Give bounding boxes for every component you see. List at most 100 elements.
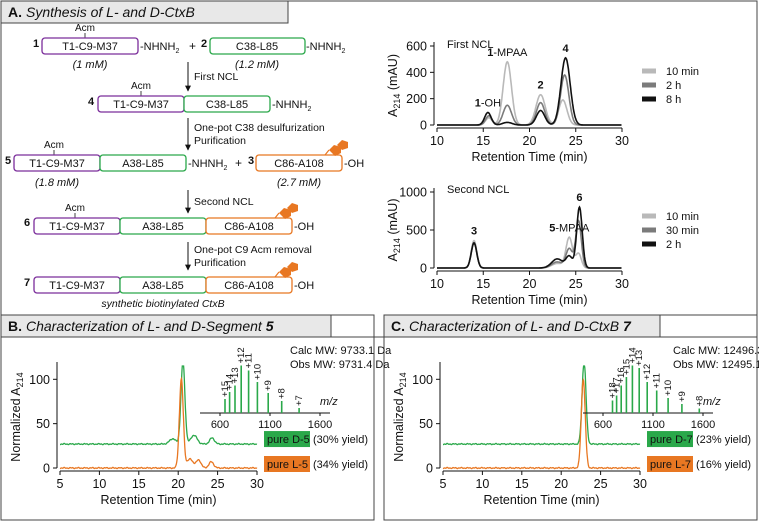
y-axis-label: Normalized A214	[392, 372, 408, 461]
ms-x-tick-label: 600	[211, 419, 229, 431]
segment-1-box	[41, 37, 139, 55]
series-30-min	[437, 219, 622, 269]
step-purification-1: Purification	[194, 135, 246, 147]
charge-label: +13	[230, 367, 241, 383]
chart-title: Second NCL	[447, 184, 509, 196]
purity-tag	[264, 431, 310, 448]
panel-c-prefix: C.	[391, 318, 405, 334]
legend-label: 10 min	[666, 66, 699, 78]
compound-3-tail: -OH	[344, 158, 364, 170]
charge-label: +8	[694, 396, 705, 407]
acm-label-4: Acm	[131, 81, 151, 92]
legend-label: 8 h	[666, 94, 681, 106]
charge-label: +12	[236, 347, 247, 363]
y-tick-label: 100	[412, 373, 433, 387]
panel-c-title-text: Characterization of L- and D-CtxB	[409, 318, 619, 334]
panel-c-header: C. Characterization of L- and D-CtxB 7	[383, 314, 661, 338]
compound-5-seg2: A38-L85	[122, 158, 164, 170]
compound-6-seg3: C86-A108	[224, 221, 274, 233]
compound-7-number: 7	[24, 277, 30, 289]
obs-mw: Obs MW: 12495.1 Da	[673, 359, 759, 371]
peak-label: 6	[576, 192, 582, 204]
acm-label-6: Acm	[65, 203, 85, 214]
chart-segment-5: 5 10 15 20 25 30 0 50 100 Retention Time (min) Nor…	[9, 345, 392, 507]
charge-label: +14	[225, 374, 236, 390]
segment-1-conc: (1 mM)	[73, 59, 108, 71]
compound-6-number: 6	[24, 217, 30, 229]
peak-label: 2	[538, 80, 544, 92]
compound-1-number: 1	[33, 38, 39, 50]
panel-b-title-text: Characterization of L- and D-Segment	[26, 318, 263, 334]
series-10-min	[437, 236, 622, 269]
biotin-icon	[274, 203, 298, 219]
charge-label: +11	[652, 373, 663, 388]
peak-label: 4	[563, 43, 570, 55]
charge-label: +8	[277, 388, 288, 399]
charge-label: +15	[621, 359, 632, 375]
compound-3-box	[255, 154, 343, 172]
charge-label: +12	[642, 364, 653, 380]
x-tick-label: 15	[476, 277, 490, 291]
compound-7-seg3-box	[205, 276, 293, 294]
compound-3-conc: (2.7 mM)	[277, 177, 321, 189]
x-tick-label: 15	[515, 477, 529, 491]
purity-tag	[647, 431, 693, 448]
calc-mw: Calc MW: 12496.3 Da	[673, 345, 759, 357]
panel-a-title: Synthesis of L- and D-CtxB	[26, 4, 195, 20]
x-tick-label: 5	[440, 477, 447, 491]
charge-label: +14	[627, 347, 638, 363]
x-tick-label: 30	[250, 477, 264, 491]
series-pure-D-7	[442, 365, 641, 446]
legend-label: 2 h	[666, 239, 681, 251]
x-tick-label: 10	[92, 477, 106, 491]
compound-7-caption: synthetic biotinylated CtxB	[101, 298, 224, 310]
compound-2-number: 2	[201, 38, 207, 50]
x-axis-label: Retention Time (min)	[471, 150, 587, 164]
charge-label: +16	[616, 367, 627, 383]
x-tick-label: 25	[569, 277, 583, 291]
x-tick-label: 10	[475, 477, 489, 491]
compound-6-seg2: A38-L85	[142, 221, 184, 233]
legend-label: 30 min	[666, 225, 699, 237]
y-tick-label: 500	[406, 224, 427, 238]
panel-a-frame	[0, 0, 758, 338]
yield-label: (23% yield)	[696, 434, 751, 446]
y-tick-label: 400	[406, 66, 427, 80]
x-tick-label: 15	[132, 477, 146, 491]
compound-3-label: C86-A108	[274, 158, 324, 170]
compound-4-seg2: C38-L85	[206, 99, 248, 111]
y-tick-label: 0	[426, 462, 433, 476]
step-acm-removal: One-pot C9 Acm removal	[194, 244, 312, 256]
x-tick-label: 25	[569, 134, 583, 148]
chart-ctxb-7: 5 10 15 20 25 30 0 50 100 Retention Time (min) Nor…	[392, 345, 759, 507]
panel-a-header: A. Synthesis of L- and D-CtxB	[0, 0, 289, 24]
ms-x-tick-label: 600	[594, 419, 612, 431]
legend-label: 10 min	[666, 211, 699, 223]
y-tick-label: 1000	[399, 186, 427, 200]
compound-4-seg1: T1-C9-M37	[113, 99, 169, 111]
peak-label: 1-MPAA	[487, 47, 528, 59]
series-pure-L-5	[59, 376, 258, 470]
ms-x-tick-label: 1600	[308, 419, 332, 431]
biotin-icon	[274, 262, 298, 278]
y-axis-label: Normalized A214	[9, 372, 25, 461]
segment-2-label: C38-L85	[236, 41, 278, 53]
yield-label: (34% yield)	[313, 459, 368, 471]
yield-label: (30% yield)	[313, 434, 368, 446]
charge-label: +11	[244, 353, 255, 368]
panel-c-title-num: 7	[623, 318, 632, 334]
compound-5-seg2-box	[99, 154, 187, 172]
y-tick-label: 0	[420, 119, 427, 133]
y-tick-label: 50	[36, 417, 50, 431]
compound-4-seg2-box	[183, 95, 271, 113]
x-tick-label: 15	[476, 134, 490, 148]
purity-tag-label: pure L-7	[650, 459, 691, 471]
synthesis-scheme: 1 Acm T1-C9-M37 -NHNH2 (1 mM) + 2 C38-L8…	[5, 23, 364, 310]
compound-5-seg1: T1-C9-M37	[29, 158, 85, 170]
y-axis-label: A214 (mAU)	[386, 54, 402, 117]
panel-b-title-num: 5	[266, 318, 274, 334]
segment-2-conc: (1.2 mM)	[235, 59, 279, 71]
ms-x-tick-label: 1100	[258, 419, 282, 431]
plus-sign-1: +	[189, 39, 196, 53]
y-tick-label: 100	[29, 373, 50, 387]
